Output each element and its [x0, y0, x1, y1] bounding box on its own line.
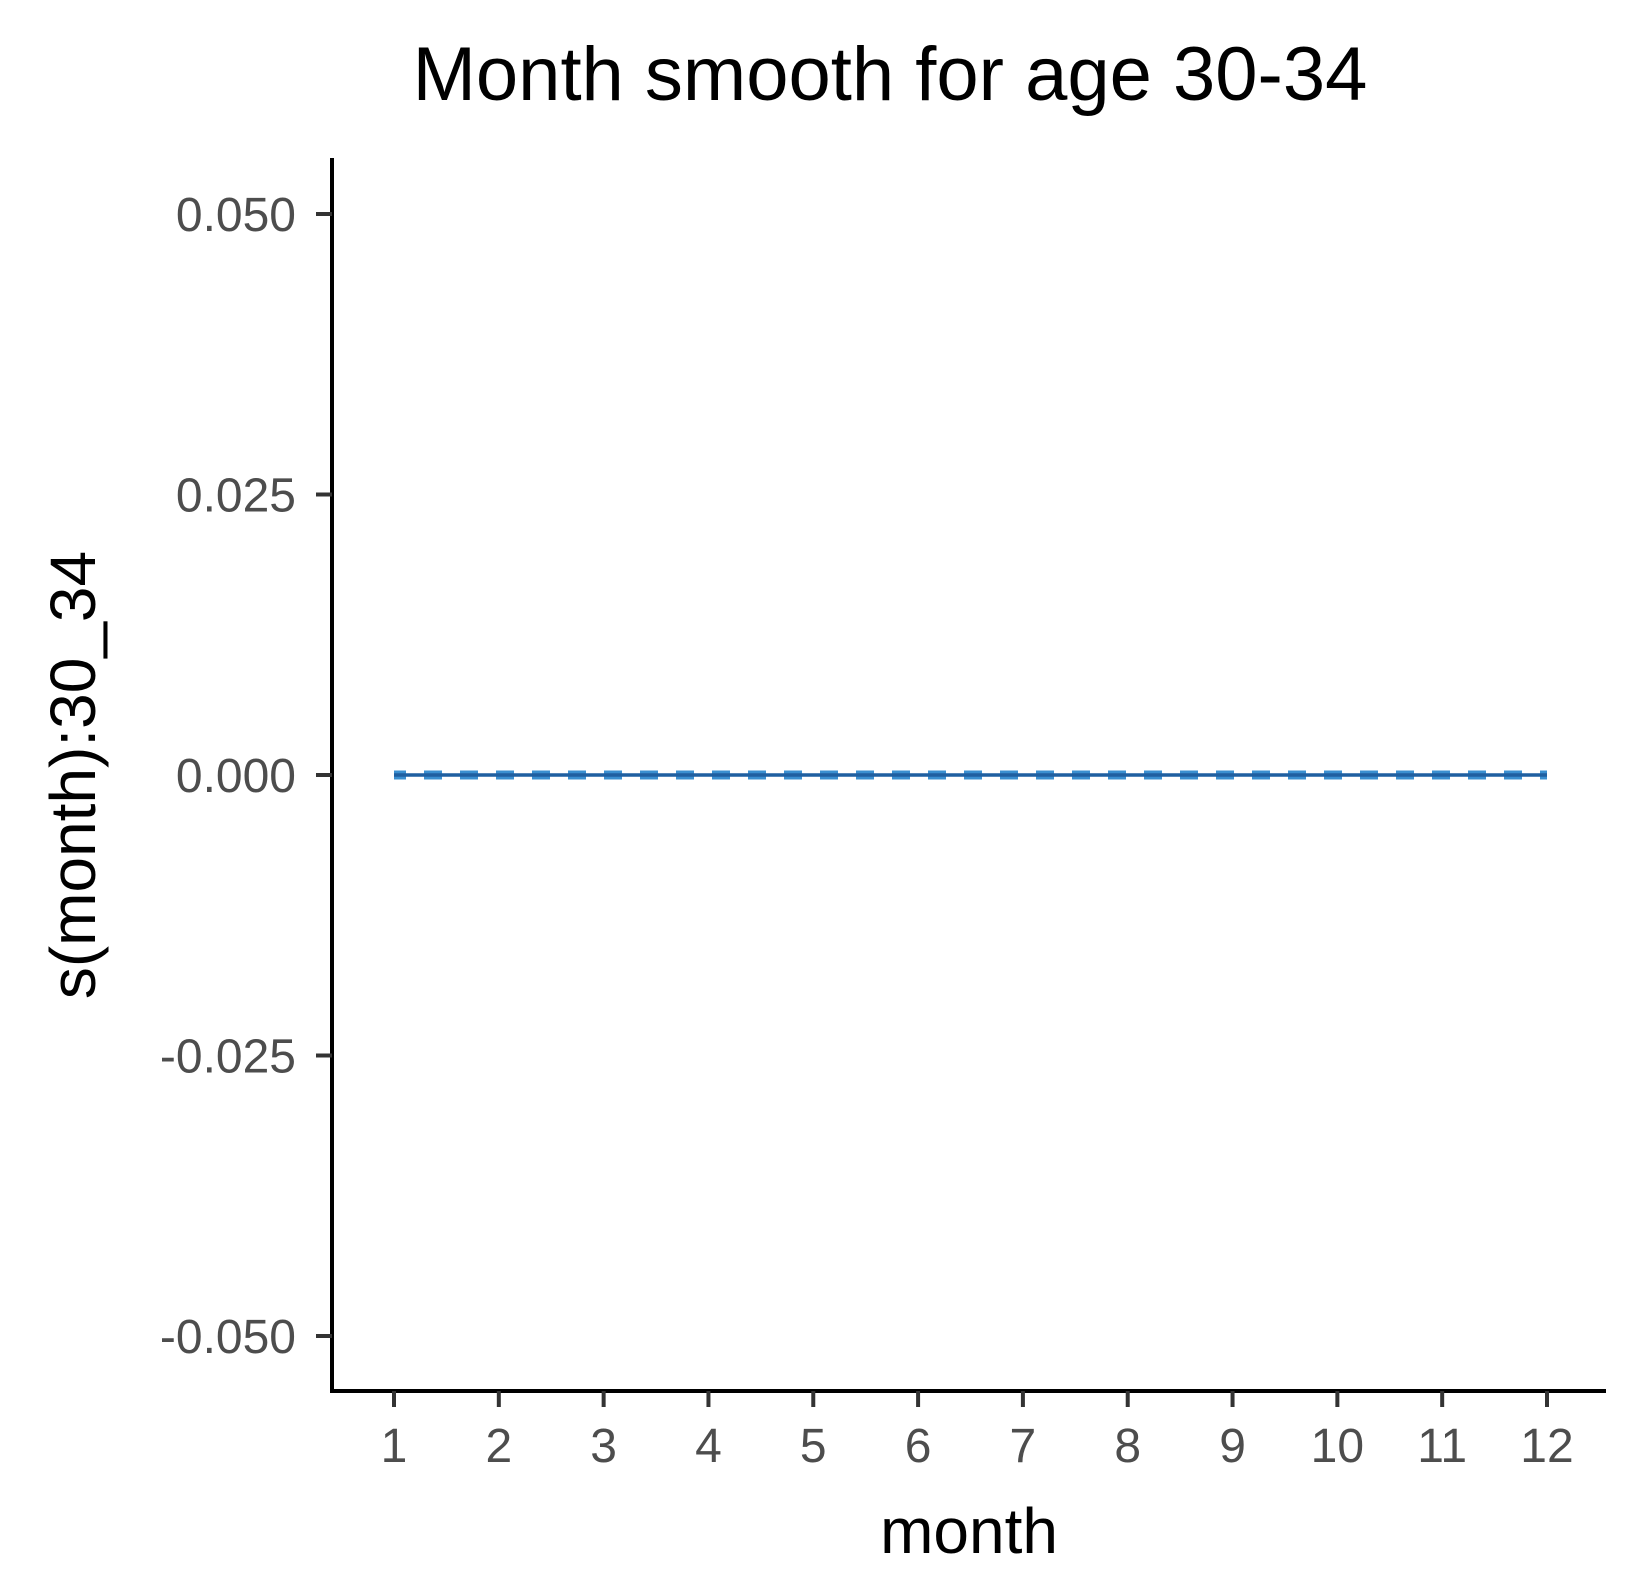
x-tick-label: 7 [1010, 1420, 1037, 1473]
x-tick-label: 11 [1417, 1420, 1467, 1473]
x-tick-label: 1 [381, 1420, 408, 1473]
x-tick-label: 4 [695, 1420, 722, 1473]
x-tick-label: 6 [905, 1420, 932, 1473]
x-tick-label: 8 [1114, 1420, 1141, 1473]
y-tick-label: -0.050 [160, 1311, 296, 1364]
y-axis-ticks: 0.050 0.025 0.000 -0.025 -0.050 [160, 189, 332, 1364]
x-tick-label: 9 [1219, 1420, 1246, 1473]
x-tick-label: 12 [1520, 1420, 1573, 1473]
x-tick-label: 5 [800, 1420, 827, 1473]
y-tick-label: 0.000 [176, 750, 296, 803]
y-tick-label: 0.025 [176, 470, 296, 523]
x-axis-ticks: 1 2 3 4 5 6 7 8 9 10 11 12 [381, 1391, 1574, 1473]
y-tick-label: -0.025 [160, 1031, 296, 1084]
x-tick-label: 3 [590, 1420, 617, 1473]
x-tick-label: 10 [1311, 1420, 1364, 1473]
y-axis-title: s(month):30_34 [37, 551, 109, 999]
y-tick-label: 0.050 [176, 189, 296, 242]
x-axis-title: month [880, 1495, 1058, 1567]
chart-title: Month smooth for age 30-34 [413, 32, 1368, 117]
x-tick-label: 2 [485, 1420, 512, 1473]
